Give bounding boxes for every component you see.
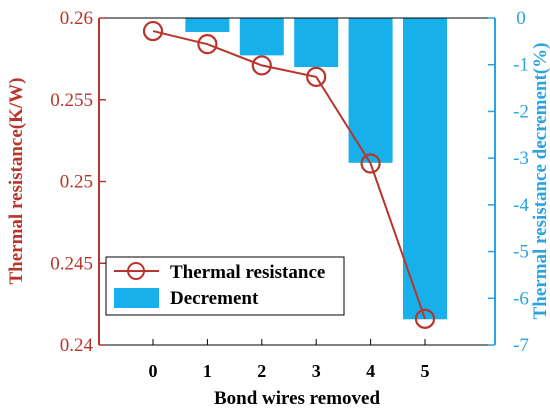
right-tick-label: -5	[513, 242, 529, 263]
x-tick-label: 1	[203, 361, 212, 381]
left-tick-label: 0.25	[60, 172, 93, 193]
x-tick-label: 4	[366, 361, 375, 381]
left-tick-label: 0.24	[60, 335, 94, 356]
x-axis-title: Bond wires removed	[214, 388, 381, 409]
decrement-bar	[348, 18, 393, 163]
right-tick-label: -1	[513, 55, 529, 76]
thermal-resistance-point	[360, 153, 381, 174]
decrement-bars	[185, 18, 447, 320]
right-tick-label: -6	[513, 288, 529, 309]
decrement-bar	[239, 18, 284, 56]
right-tick-label: 0	[516, 8, 526, 29]
legend-bar-swatch	[114, 288, 159, 308]
legend-circle-swatch	[127, 262, 145, 280]
legend-label-thermal-resistance: Thermal resistance	[170, 262, 325, 283]
thermal-resistance-line	[142, 20, 436, 329]
x-tick-label: 0	[149, 361, 158, 381]
thermal-resistance-point	[251, 55, 272, 76]
x-tick-label: 3	[312, 361, 321, 381]
decrement-bar	[403, 18, 447, 320]
right-axis-title: Thermal resistance decrement(%)	[530, 43, 550, 320]
right-tick-label: -3	[513, 148, 529, 169]
thermal-resistance-point	[414, 308, 436, 329]
legend-label-decrement: Decrement	[170, 288, 259, 309]
decrement-bar	[294, 18, 339, 68]
left-tick-label: 0.245	[50, 253, 93, 274]
right-tick-label: -4	[513, 195, 529, 216]
legend: Thermal resistance Decrement	[105, 256, 345, 316]
left-tick-label: 0.255	[50, 90, 93, 111]
x-tick-label: 2	[257, 361, 266, 381]
x-tick-label: 5	[421, 361, 430, 381]
thermal-resistance-point	[197, 34, 218, 55]
left-tick-label: 0.26	[60, 8, 93, 29]
right-tick-label: -7	[513, 335, 529, 356]
thermal-resistance-point	[142, 20, 164, 42]
axes: 0.24 0.245 0.25 0.255 0.26 -7 -6 -5 -4 -3 -2 -1 0 0 1 2…	[6, 8, 550, 409]
thermal-resistance-point	[306, 66, 327, 87]
decrement-bar	[185, 18, 230, 33]
left-axis-title: Thermal resistance(K/W)	[6, 77, 27, 284]
right-tick-label: -2	[513, 101, 529, 122]
